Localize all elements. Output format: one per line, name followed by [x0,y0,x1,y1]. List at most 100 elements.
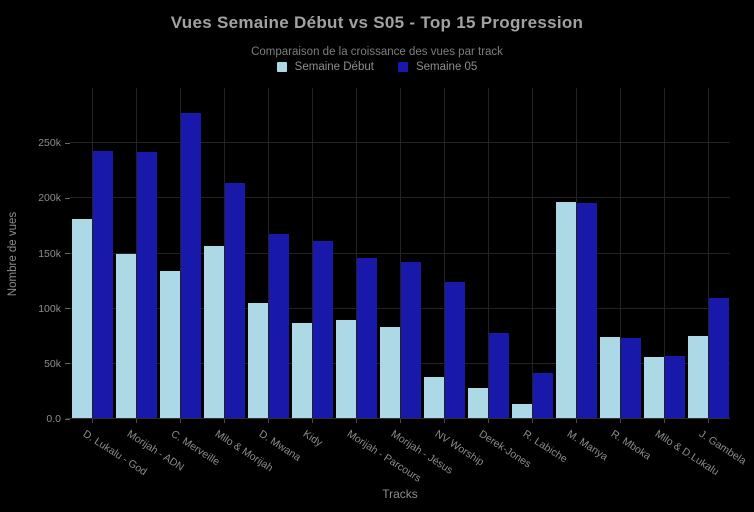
bar [356,257,377,419]
y-tick: 250k [38,137,70,149]
bar [268,233,289,419]
bar-group [466,88,510,419]
gridline-vertical [532,88,533,419]
bar [532,372,553,419]
plot-area [66,88,730,419]
y-tick-label: 0.0 [46,413,61,425]
gridline-vertical [400,88,401,419]
x-tick-mark [444,419,445,423]
y-tick: 200k [38,192,70,204]
y-tick-mark [65,418,70,420]
y-tick-mark [65,308,70,310]
x-axis-ticks [70,419,730,424]
bar [599,337,620,419]
x-tick-mark [312,419,313,423]
x-tick-mark [620,419,621,423]
y-tick: 150k [38,248,70,260]
y-tick-label: 200k [38,192,61,205]
y-tick: 100k [38,303,70,315]
bar-group [554,88,598,419]
bar [423,377,444,419]
bar [203,245,224,419]
x-tick-mark [180,419,181,423]
x-tick-mark [532,419,533,423]
bar [312,241,333,419]
bar [488,332,509,419]
bar [467,388,488,419]
gridline-vertical [664,88,665,419]
bar [379,327,400,419]
bar-group [70,88,114,419]
y-tick-label: 150k [38,247,61,260]
bar [71,219,92,419]
x-tick-label: Morijah - Parcours [344,427,424,485]
bar-group [202,88,246,419]
x-tick-mark [268,419,269,423]
x-tick-label: Kidy [300,427,325,450]
bar [444,282,465,419]
gridline-vertical [620,88,621,419]
legend-swatch [397,62,408,72]
x-tick-label: R. Mboka [608,427,653,463]
legend-swatch [276,62,287,72]
y-tick: 50k [44,358,70,370]
y-axis: 0.0 50k 100k 150k 200k 250k [0,88,70,425]
x-tick-mark [400,419,401,423]
x-axis-title: Tracks [382,487,418,501]
bar-group [290,88,334,419]
legend-label: Semaine 05 [415,61,478,73]
gridline-vertical [488,88,489,419]
bar [335,319,356,419]
bar [643,357,664,419]
x-tick-mark [92,419,93,423]
x-tick-label: M. Manya [564,427,610,464]
legend-label: Semaine Début [294,61,374,73]
bar [576,202,597,419]
x-axis-labels: D. Lukalu - God Morijah - ADN C. Merveille… [70,424,749,488]
bar-group [158,88,202,419]
bar [687,336,708,419]
x-tick-mark [664,419,665,423]
bar [115,253,136,419]
legend-item[interactable]: Semaine Début [276,61,374,73]
bar-group [246,88,290,419]
x-tick-mark [224,419,225,423]
bar [180,113,201,419]
bar-group [510,88,554,419]
y-tick-label: 50k [44,357,61,370]
x-tick-mark [356,419,357,423]
bar-group [422,88,466,419]
legend-item[interactable]: Semaine 05 [397,61,478,73]
bar [159,271,180,419]
bar [247,303,268,419]
bar [620,338,641,419]
bar [664,356,685,419]
bar [291,323,312,419]
chart-subtitle: Comparaison de la croissance des vues pa… [251,46,503,58]
bars-layer [70,88,730,419]
y-tick-label: 250k [38,137,61,150]
x-tick-mark [576,419,577,423]
y-tick-mark [65,142,70,144]
bar [92,150,113,419]
y-tick-mark [65,363,70,365]
gridline-vertical [708,88,709,419]
y-tick-mark [65,253,70,254]
bar-group [686,88,730,419]
bar [400,262,421,419]
bar [511,403,532,419]
x-tick-mark [136,419,137,423]
bar-group [378,88,422,419]
legend: Semaine Début Semaine 05 [0,60,754,74]
bar-group [334,88,378,419]
chart-title: Vues Semaine Début vs S05 - Top 15 Progr… [170,13,584,32]
x-tick-mark [708,419,709,423]
bar-group [114,88,158,419]
x-axis-line [66,418,730,419]
gridline-vertical [444,88,445,419]
x-tick-mark [488,419,489,423]
bar [136,152,157,419]
bar-group [598,88,642,419]
y-tick-label: 100k [38,302,61,315]
